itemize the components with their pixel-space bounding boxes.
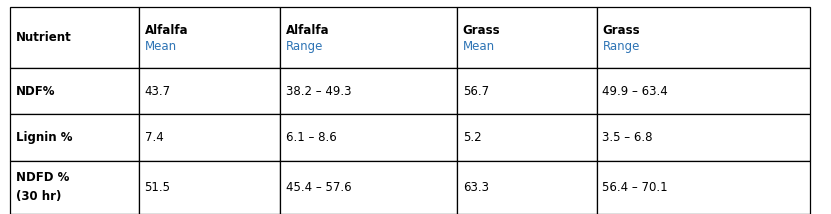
Text: 3.5 – 6.8: 3.5 – 6.8 bbox=[602, 131, 653, 144]
Text: 43.7: 43.7 bbox=[145, 85, 170, 98]
Bar bbox=[139, 7, 280, 68]
Text: Nutrient: Nutrient bbox=[16, 31, 71, 45]
Bar bbox=[139, 160, 280, 214]
Bar bbox=[457, 114, 597, 160]
Bar bbox=[10, 114, 139, 160]
Text: 63.3: 63.3 bbox=[463, 181, 489, 194]
Bar bbox=[597, 7, 810, 68]
Bar bbox=[10, 160, 139, 214]
Bar bbox=[597, 114, 810, 160]
Text: Grass: Grass bbox=[602, 24, 640, 37]
Bar bbox=[280, 160, 457, 214]
Bar bbox=[280, 68, 457, 114]
Text: 7.4: 7.4 bbox=[145, 131, 164, 144]
Bar bbox=[280, 114, 457, 160]
Bar bbox=[280, 7, 457, 68]
Bar bbox=[457, 7, 597, 68]
Text: Range: Range bbox=[602, 40, 640, 53]
Bar bbox=[10, 68, 139, 114]
Text: 56.7: 56.7 bbox=[463, 85, 489, 98]
Text: 51.5: 51.5 bbox=[145, 181, 170, 194]
Text: Range: Range bbox=[286, 40, 323, 53]
Text: Lignin %: Lignin % bbox=[16, 131, 72, 144]
Text: Mean: Mean bbox=[145, 40, 177, 53]
Text: Mean: Mean bbox=[463, 40, 495, 53]
Text: NDF%: NDF% bbox=[16, 85, 56, 98]
Bar bbox=[10, 7, 139, 68]
Bar bbox=[597, 68, 810, 114]
Text: 45.4 – 57.6: 45.4 – 57.6 bbox=[286, 181, 352, 194]
Text: 38.2 – 49.3: 38.2 – 49.3 bbox=[286, 85, 352, 98]
Bar bbox=[139, 68, 280, 114]
Text: NDFD %: NDFD % bbox=[16, 171, 69, 184]
Bar bbox=[457, 68, 597, 114]
Text: Grass: Grass bbox=[463, 24, 500, 37]
Bar bbox=[457, 160, 597, 214]
Text: 6.1 – 8.6: 6.1 – 8.6 bbox=[286, 131, 337, 144]
Text: Alfalfa: Alfalfa bbox=[286, 24, 329, 37]
Text: Alfalfa: Alfalfa bbox=[145, 24, 188, 37]
Text: 5.2: 5.2 bbox=[463, 131, 481, 144]
Text: 56.4 – 70.1: 56.4 – 70.1 bbox=[602, 181, 668, 194]
Text: (30 hr): (30 hr) bbox=[16, 190, 61, 203]
Bar bbox=[139, 114, 280, 160]
Bar bbox=[597, 160, 810, 214]
Text: 49.9 – 63.4: 49.9 – 63.4 bbox=[602, 85, 668, 98]
